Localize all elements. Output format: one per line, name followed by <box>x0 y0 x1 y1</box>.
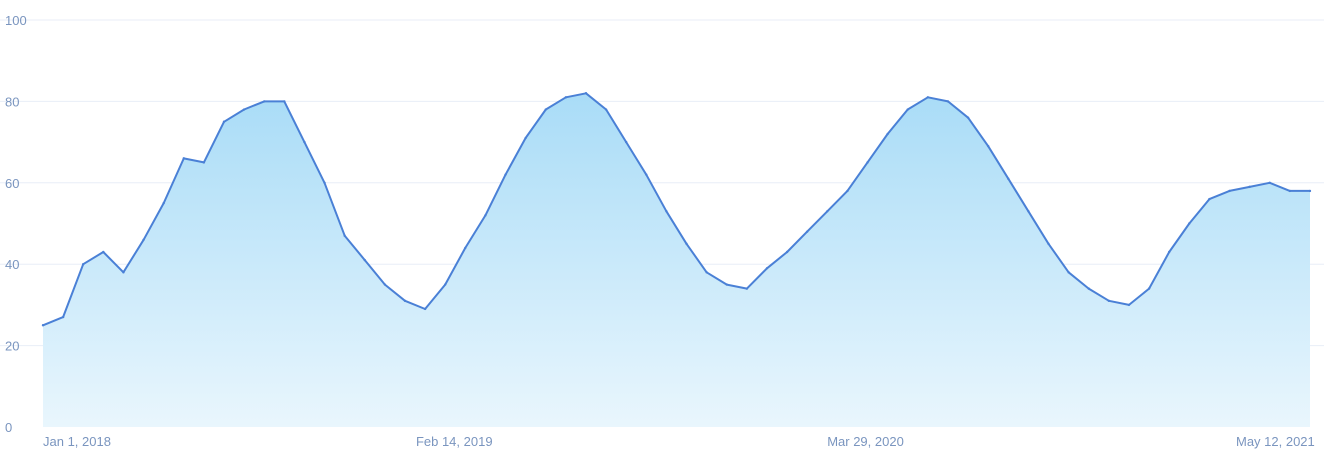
data-point <box>162 202 164 204</box>
data-point <box>1309 190 1311 192</box>
data-point <box>746 287 748 289</box>
data-point <box>524 137 526 139</box>
data-point <box>122 271 124 273</box>
data-point <box>444 283 446 285</box>
data-point <box>1248 186 1250 188</box>
data-point <box>726 283 728 285</box>
data-point <box>766 267 768 269</box>
data-point <box>705 271 707 273</box>
y-tick-label: 40 <box>5 257 19 272</box>
data-point <box>82 263 84 265</box>
data-point <box>42 324 44 326</box>
data-point <box>1208 198 1210 200</box>
data-point <box>1148 287 1150 289</box>
data-point <box>685 243 687 245</box>
data-point <box>464 247 466 249</box>
data-point <box>343 235 345 237</box>
data-point <box>183 157 185 159</box>
data-point <box>62 316 64 318</box>
data-point <box>826 210 828 212</box>
data-point <box>364 259 366 261</box>
data-point <box>504 173 506 175</box>
data-point <box>1047 243 1049 245</box>
data-point <box>605 108 607 110</box>
data-point <box>1289 190 1291 192</box>
data-point <box>1228 190 1230 192</box>
x-axis: Jan 1, 2018 Feb 14, 2019 Mar 29, 2020 May 1… <box>43 434 1315 449</box>
data-point <box>424 308 426 310</box>
y-axis: 0 20 40 60 80 100 <box>5 13 27 435</box>
data-point <box>102 251 104 253</box>
data-point <box>243 108 245 110</box>
data-point <box>484 214 486 216</box>
data-point <box>1108 300 1110 302</box>
data-point <box>223 121 225 123</box>
data-point <box>203 161 205 163</box>
data-point <box>404 300 406 302</box>
data-point <box>1027 210 1029 212</box>
data-point <box>283 100 285 102</box>
data-point <box>1128 304 1130 306</box>
x-tick-label: Feb 14, 2019 <box>416 434 493 449</box>
data-point <box>323 182 325 184</box>
data-point <box>142 239 144 241</box>
data-point <box>665 210 667 212</box>
y-tick-label: 100 <box>5 13 27 28</box>
data-point <box>303 141 305 143</box>
data-point <box>1168 251 1170 253</box>
y-tick-label: 20 <box>5 339 19 354</box>
data-point <box>947 100 949 102</box>
data-point <box>384 283 386 285</box>
data-point <box>545 108 547 110</box>
y-tick-label: 0 <box>5 420 12 435</box>
x-tick-label: Mar 29, 2020 <box>827 434 904 449</box>
data-point <box>927 96 929 98</box>
data-point <box>886 133 888 135</box>
data-point <box>967 116 969 118</box>
x-tick-label: May 12, 2021 <box>1236 434 1315 449</box>
area-series <box>42 92 1311 427</box>
data-point <box>1188 222 1190 224</box>
data-point <box>1007 178 1009 180</box>
data-point <box>263 100 265 102</box>
data-point <box>565 96 567 98</box>
data-point <box>1088 287 1090 289</box>
data-point <box>846 190 848 192</box>
y-tick-label: 60 <box>5 176 19 191</box>
series-area-fill <box>43 93 1310 427</box>
data-point <box>1067 271 1069 273</box>
data-point <box>786 251 788 253</box>
data-point <box>806 230 808 232</box>
data-point <box>1269 182 1271 184</box>
x-tick-label: Jan 1, 2018 <box>43 434 111 449</box>
data-point <box>585 92 587 94</box>
data-point <box>645 173 647 175</box>
y-tick-label: 80 <box>5 94 19 109</box>
data-point <box>625 141 627 143</box>
data-point <box>907 108 909 110</box>
data-point <box>866 161 868 163</box>
data-point <box>987 145 989 147</box>
